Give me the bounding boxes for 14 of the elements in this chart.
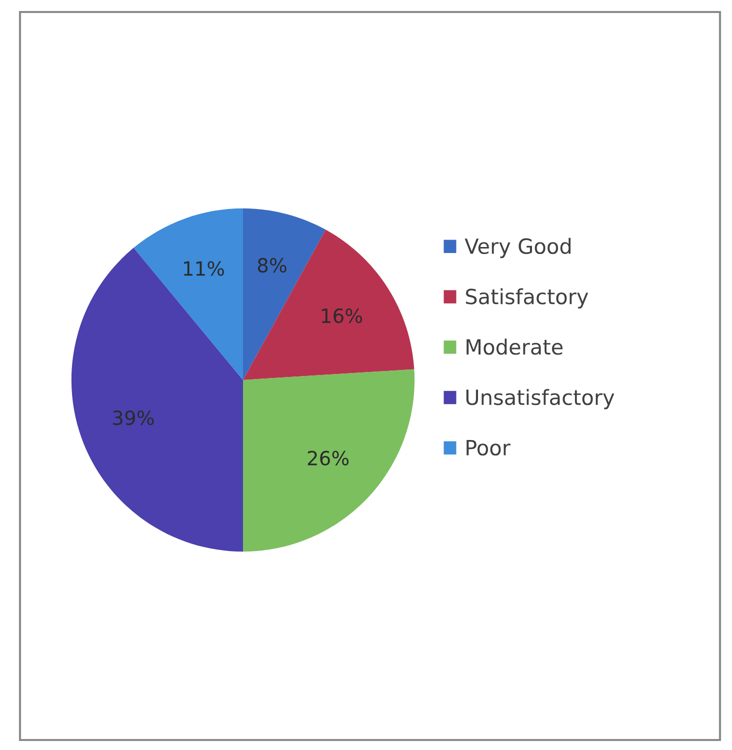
data-label: 26% [308, 450, 349, 466]
data-label: 39% [113, 410, 154, 426]
pie-slice [71, 248, 243, 552]
pie-slice [243, 369, 415, 552]
data-label: 11% [184, 261, 224, 276]
pie-slice [134, 208, 243, 380]
data-label: 16% [322, 308, 362, 324]
legend-label: Poor [466, 440, 510, 456]
legend-label: Unsatisfactory [466, 389, 614, 410]
data-label: 8% [258, 258, 286, 273]
legend-label: Moderate [466, 338, 563, 355]
legend-label: Satisfactory [466, 288, 588, 308]
legend-label: Very Good [464, 238, 571, 258]
pie-slice [243, 230, 414, 380]
